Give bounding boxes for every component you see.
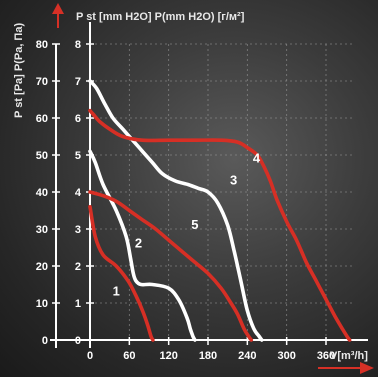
curve-4 — [88, 108, 352, 342]
y-tick-label-mm: 5 — [75, 150, 81, 162]
y-tick-label-mm: 4 — [75, 187, 82, 199]
y-axis-title-mm: P st [mm H2O] P(mm H2O) [г/м²] — [76, 11, 245, 23]
y-tick-label-pa: 40 — [36, 187, 48, 199]
y-tick-label-pa: 80 — [36, 39, 48, 51]
y-tick-label-mm: 7 — [75, 76, 81, 88]
y-tick-label-mm: 8 — [75, 39, 81, 51]
curve-5 — [88, 190, 254, 342]
x-tick-label: 0 — [87, 350, 93, 362]
curve-label-1: 1 — [113, 284, 120, 299]
performance-curves — [88, 79, 352, 342]
y-tick-label-pa: 10 — [36, 298, 48, 310]
x-tick-label: 360 — [317, 350, 335, 362]
y-tick-label-pa: 20 — [36, 261, 48, 273]
y-axis-arrow-icon — [52, 3, 64, 14]
curve-label-2: 2 — [135, 236, 142, 251]
y-tick-label-pa: 30 — [36, 224, 48, 236]
y-tick-label-pa: 60 — [36, 113, 48, 125]
curve-label-5: 5 — [191, 217, 198, 232]
y-tick-label-mm: 2 — [75, 261, 81, 273]
x-tick-label: 60 — [123, 350, 135, 362]
y-tick-label-mm: 3 — [75, 224, 81, 236]
curve-labels: 1 2 3 4 5 — [113, 150, 261, 298]
y-tick-label-pa: 50 — [36, 150, 48, 162]
x-tick-label: 240 — [238, 350, 256, 362]
curve-label-3: 3 — [230, 173, 237, 188]
y-tick-label-mm: 0 — [75, 335, 81, 347]
y-tick-label-pa: 0 — [42, 335, 48, 347]
y-tick-label-mm: 1 — [75, 298, 81, 310]
curve-3 — [88, 79, 264, 342]
curve-label-4: 4 — [253, 150, 261, 165]
x-axis-title: V[m³/h] — [330, 350, 368, 362]
y-tick-label-pa: 70 — [36, 76, 48, 88]
y-axis-title-pa: P st [Pa] P(Pa, Па) — [13, 23, 25, 118]
curve-1 — [88, 205, 155, 342]
x-tick-label: 300 — [277, 350, 295, 362]
x-tick-label: 180 — [199, 350, 217, 362]
axes — [50, 3, 374, 374]
grid-lines — [90, 43, 353, 340]
x-tick-label: 120 — [159, 350, 177, 362]
axis-titles: V[m³/h] P st [Pa] P(Pa, Па) P st [mm H2O] … — [13, 11, 368, 362]
y-tick-label-mm: 6 — [75, 113, 81, 125]
x-axis-arrow-icon — [360, 362, 374, 374]
